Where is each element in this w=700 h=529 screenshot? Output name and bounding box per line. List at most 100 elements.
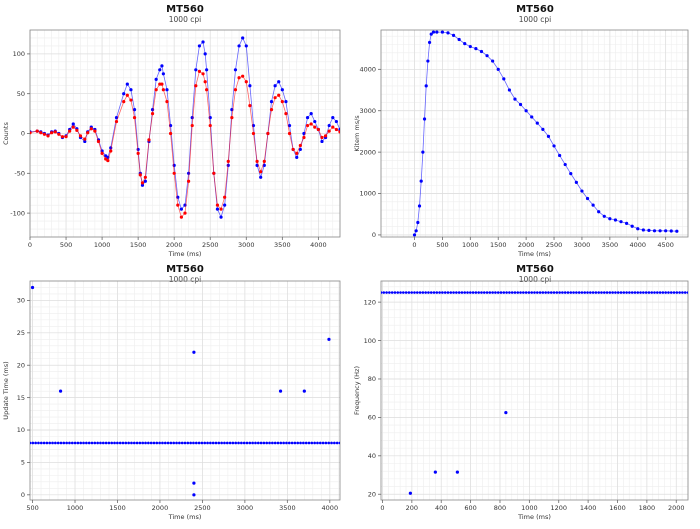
data-point [463, 291, 467, 294]
outlier-point [30, 285, 35, 290]
data-point [316, 441, 319, 445]
data-point [298, 143, 302, 148]
data-point [132, 441, 136, 445]
data-point [549, 291, 553, 294]
data-point [396, 291, 400, 294]
data-point [672, 291, 676, 294]
data-point [277, 93, 281, 97]
data-point [669, 291, 673, 294]
data-point [30, 441, 32, 445]
data-point [309, 122, 313, 126]
data-point [287, 441, 291, 445]
data-point [630, 291, 634, 294]
x-tick-label: 2500 [194, 504, 211, 512]
data-point [619, 220, 623, 224]
data-point [251, 441, 254, 445]
x-tick-label: 4000 [322, 504, 339, 512]
data-point [39, 441, 43, 445]
data-point [507, 88, 511, 92]
data-point [129, 88, 133, 92]
data-point [633, 291, 637, 294]
data-point [144, 441, 147, 445]
data-point [494, 291, 497, 294]
data-point [215, 207, 220, 211]
y-tick-label: -100 [10, 209, 25, 217]
data-point [415, 291, 419, 294]
data-point [154, 77, 158, 81]
data-point [585, 196, 590, 201]
data-point [165, 100, 169, 104]
data-point [440, 30, 444, 34]
data-point [82, 441, 85, 445]
outlier-point [408, 491, 412, 495]
y-tick-label: 2000 [359, 148, 376, 156]
data-point [85, 441, 88, 445]
data-point [683, 291, 687, 294]
data-point [309, 111, 313, 116]
outlier-point [455, 470, 459, 474]
data-point [597, 210, 601, 214]
data-point [262, 441, 266, 445]
data-point [338, 130, 340, 134]
data-point [399, 291, 402, 294]
x-tick-label: 0 [412, 241, 416, 249]
data-point [125, 93, 129, 97]
data-point [290, 441, 294, 445]
data-point [605, 291, 609, 294]
data-point [273, 441, 277, 445]
data-point [477, 291, 480, 294]
data-point [302, 135, 306, 140]
data-point [602, 291, 606, 294]
x-tick-label: 1500 [130, 241, 147, 249]
data-point [189, 441, 192, 445]
data-point [675, 291, 679, 294]
data-point [327, 123, 331, 128]
data-point [259, 170, 263, 174]
data-point [101, 441, 105, 445]
data-point [200, 441, 204, 445]
data-point [558, 153, 562, 158]
data-point [259, 441, 263, 445]
data-point [60, 135, 65, 139]
x-tick-label: 600 [464, 504, 476, 512]
data-point [561, 291, 564, 294]
data-point [299, 441, 302, 445]
data-point [541, 127, 545, 131]
y-axis-label: Counts [2, 122, 10, 145]
data-point [287, 131, 292, 136]
x-tick-label: 1600 [609, 504, 626, 512]
data-point [154, 88, 158, 92]
data-point [203, 52, 207, 56]
x-tick-label: 1800 [639, 504, 656, 512]
x-tick-label: 500 [60, 241, 72, 249]
x-axis-label: Time (ms) [168, 513, 202, 521]
x-tick-label: 1500 [490, 241, 507, 249]
data-point [46, 134, 50, 138]
x-tick-label: 1500 [109, 504, 126, 512]
data-point [429, 32, 433, 36]
data-point [658, 229, 662, 233]
data-point [407, 291, 411, 294]
data-point [59, 441, 63, 445]
data-point [569, 172, 573, 176]
data-point [178, 441, 181, 445]
data-point [155, 441, 159, 445]
data-point [53, 130, 57, 134]
data-point [228, 441, 232, 445]
data-point [381, 291, 383, 294]
data-point [75, 128, 79, 132]
x-tick-label: 500 [26, 504, 38, 512]
data-point [652, 229, 657, 233]
data-point [56, 441, 60, 445]
data-point [577, 291, 581, 294]
data-point [287, 123, 292, 128]
data-point [653, 291, 656, 294]
data-point [404, 291, 408, 294]
outlier-point [192, 493, 196, 497]
data-point [625, 221, 629, 225]
data-point [538, 291, 542, 294]
data-point [331, 125, 335, 129]
data-point [149, 441, 153, 445]
data-point [161, 72, 165, 76]
